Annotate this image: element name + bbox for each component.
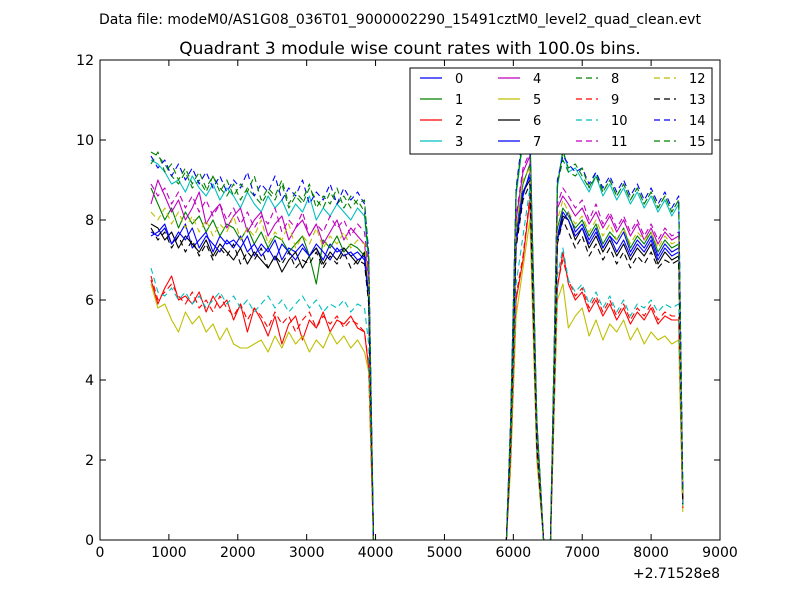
- legend-label-7: 7: [533, 135, 541, 150]
- legend-label-9: 9: [611, 93, 619, 108]
- series-line-5: [150, 219, 684, 540]
- x-tick-label: 0: [96, 545, 105, 561]
- legend-label-1: 1: [455, 93, 463, 108]
- legend-label-12: 12: [689, 72, 706, 87]
- legend-label-10: 10: [611, 114, 628, 129]
- series-line-13: [150, 183, 684, 540]
- series-line-7: [150, 175, 684, 540]
- x-tick-label: 3000: [289, 545, 325, 561]
- series-line-14: [150, 131, 684, 540]
- series-layer: [150, 127, 684, 540]
- legend-label-6: 6: [533, 114, 541, 129]
- y-tick-label: 8: [85, 213, 94, 229]
- x-tick-label: 4000: [358, 545, 394, 561]
- legend-label-15: 15: [689, 135, 706, 150]
- x-tick-label: 6000: [496, 545, 532, 561]
- x-offset-label: +2.71528e8: [633, 566, 720, 582]
- chart-title: Quadrant 3 module wise count rates with …: [179, 39, 640, 59]
- legend-label-3: 3: [455, 135, 463, 150]
- series-line-12: [150, 167, 684, 540]
- y-tick-label: 10: [76, 133, 94, 149]
- legend-label-14: 14: [689, 114, 706, 129]
- series-line-2: [150, 199, 684, 540]
- y-tick-label: 6: [85, 293, 94, 309]
- y-tick-label: 2: [85, 453, 94, 469]
- x-tick-label: 7000: [564, 545, 600, 561]
- legend-box: [409, 67, 713, 155]
- legend-label-11: 11: [611, 135, 628, 150]
- series-line-10: [150, 187, 684, 540]
- legend-label-0: 0: [455, 72, 463, 87]
- x-tick-label: 5000: [427, 545, 463, 561]
- x-tick-label: 8000: [633, 545, 669, 561]
- figure-suptitle: Data file: modeM0/AS1G08_036T01_90000022…: [99, 12, 701, 28]
- series-line-15: [150, 139, 684, 540]
- x-axis: 0 1000 2000 3000 4000 5000 6000 7000 8000 9000: [96, 60, 738, 561]
- legend-label-2: 2: [455, 114, 463, 129]
- y-tick-label: 4: [85, 373, 94, 389]
- legend-label-13: 13: [689, 93, 706, 108]
- x-tick-label: 9000: [702, 545, 738, 561]
- legend-label-8: 8: [611, 72, 619, 87]
- series-line-9: [150, 195, 684, 540]
- legend-label-5: 5: [533, 93, 541, 108]
- series-line-6: [150, 179, 684, 540]
- x-tick-label: 2000: [220, 545, 256, 561]
- y-tick-label: 0: [85, 533, 94, 549]
- y-tick-label: 12: [76, 53, 94, 69]
- series-line-11: [150, 151, 684, 540]
- legend-label-4: 4: [533, 72, 541, 87]
- x-tick-label: 1000: [151, 545, 187, 561]
